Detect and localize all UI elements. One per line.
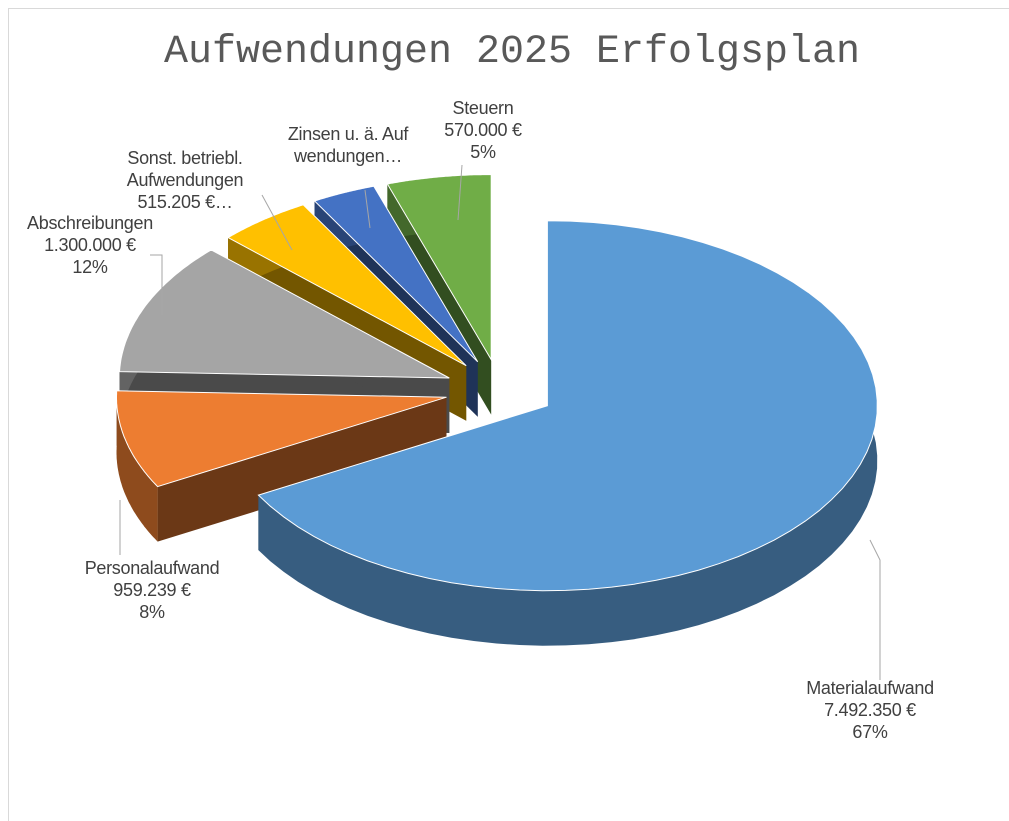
slice-top <box>257 220 878 592</box>
label-percent: 5% <box>470 142 496 162</box>
data-label: Materialaufwand 7.492.350 €67% <box>770 677 970 743</box>
chart-title: Aufwendungen 2025 Erfolgsplan <box>163 30 861 75</box>
data-label: Zinsen u. ä. Aufwendungen… <box>286 123 411 167</box>
label-value: 515.205 €… <box>137 192 233 212</box>
leader-line <box>364 189 371 229</box>
label-value: 7.492.350 € <box>824 700 916 720</box>
leader-line <box>150 254 163 315</box>
label-name: Personalaufwand <box>84 558 220 578</box>
label-percent: 8% <box>139 602 165 622</box>
slice-top <box>386 174 492 362</box>
leader-line <box>457 164 463 221</box>
label-name: Zinsen u. ä. Aufwendungen… <box>287 124 409 166</box>
label-name: Steuern <box>452 98 514 118</box>
label-percent: 67% <box>852 722 888 742</box>
label-name: Materialaufwand <box>806 678 934 698</box>
label-percent: 12% <box>72 257 108 277</box>
leader-line <box>261 194 293 251</box>
data-label: Abschreibungen 1.300.000 €12% <box>5 212 175 278</box>
slice-side <box>116 390 158 542</box>
label-name: Sonst. betriebl. Aufwendungen <box>126 148 244 190</box>
data-label: Steuern 570.000 €5% <box>423 97 543 163</box>
slice <box>257 220 878 646</box>
leader-line <box>869 539 881 680</box>
slice-top <box>313 185 479 363</box>
label-value: 1.300.000 € <box>44 235 136 255</box>
slice-top <box>118 249 450 379</box>
label-value: 570.000 € <box>444 120 522 140</box>
slice-top <box>227 204 467 367</box>
slice <box>116 390 447 542</box>
data-label: Personalaufwand 959.239 €8% <box>52 557 252 623</box>
chart-frame <box>8 8 1009 821</box>
label-name: Abschreibungen <box>27 213 153 233</box>
data-label: Sonst. betriebl. Aufwendungen 515.205 €… <box>105 147 265 213</box>
slice-top <box>116 390 447 488</box>
label-value: 959.239 € <box>113 580 191 600</box>
